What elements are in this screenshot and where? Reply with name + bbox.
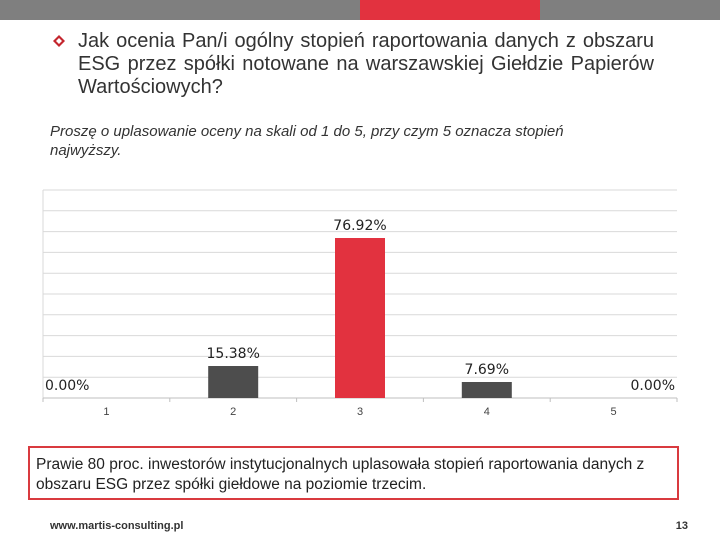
page-number: 13	[675, 520, 688, 532]
bar-4	[461, 382, 512, 398]
data-label-3: 76.92%	[333, 218, 386, 234]
data-label-4: 7.69%	[465, 362, 509, 378]
slide-question: Jak ocenia Pan/i ogólny stopień raportow…	[78, 30, 654, 98]
category-label-3: 3	[357, 406, 363, 418]
category-label-1: 1	[103, 406, 109, 418]
data-label-5: 0.00%	[631, 378, 675, 394]
footer-url[interactable]: www.martis-consulting.pl	[50, 520, 184, 532]
rating-bar-chart: 0.00% 1 15.38% 2 76.92% 3 7.69% 4 0.00% 5	[42, 189, 678, 418]
header-bar-gray-right	[540, 0, 720, 20]
diamond-bullet-icon	[53, 35, 65, 47]
summary-note: Prawie 80 proc. inwestorów instytucjonal…	[28, 446, 679, 500]
bar-3	[335, 238, 385, 398]
header-bar-accent	[360, 0, 540, 20]
slide-instruction: Proszę o uplasowanie oceny na skali od 1…	[50, 123, 564, 159]
category-label-4: 4	[484, 406, 490, 418]
category-label-5: 5	[611, 406, 617, 418]
category-label-2: 2	[230, 406, 236, 418]
data-label-1: 0.00%	[45, 378, 89, 394]
data-label-2: 15.38%	[207, 346, 260, 362]
header-bar-gray-left	[0, 0, 360, 20]
bar-2	[208, 366, 259, 398]
